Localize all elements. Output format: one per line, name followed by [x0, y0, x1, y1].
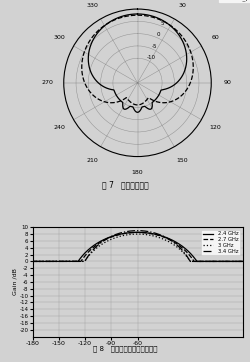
Line: 3.4 GHz: 3.4 GHz: [32, 231, 242, 261]
E_plane: [136, 12, 139, 16]
3 GHz: [136, 232, 139, 236]
H_plane: [184, 89, 187, 94]
E_plane: [182, 70, 186, 74]
H_plane: [136, 13, 139, 17]
E_plane: [100, 27, 102, 31]
3.4 GHz: [235, 259, 238, 264]
E_plane: [166, 86, 169, 90]
E_plane: [119, 98, 122, 103]
2.7 GHz: [133, 230, 136, 235]
Line: 3 GHz: 3 GHz: [32, 234, 242, 261]
Line: H_plane: H_plane: [82, 15, 193, 105]
2.4 GHz: [42, 259, 45, 264]
3.4 GHz: [133, 228, 136, 233]
2.7 GHz: [241, 259, 244, 264]
3.4 GHz: [136, 228, 139, 233]
3 GHz: [196, 259, 200, 264]
3.4 GHz: [42, 259, 45, 264]
H_plane: [118, 99, 121, 104]
3 GHz: [241, 259, 244, 264]
Text: 图 8   天线在一个频点的方向图: 图 8 天线在一个频点的方向图: [93, 345, 157, 352]
H_plane: [99, 26, 102, 31]
2.7 GHz: [42, 259, 45, 264]
3 GHz: [128, 232, 131, 237]
Line: 2.7 GHz: 2.7 GHz: [32, 232, 242, 261]
3.4 GHz: [128, 229, 131, 233]
E_plane: [121, 100, 124, 104]
Legend: E_plane, H_plane: E_plane, H_plane: [218, 0, 250, 3]
2.4 GHz: [235, 259, 238, 264]
2.4 GHz: [235, 259, 238, 264]
3.4 GHz: [196, 259, 200, 264]
3 GHz: [235, 259, 238, 264]
E_plane: [152, 99, 155, 103]
2.7 GHz: [235, 259, 238, 264]
Line: 2.4 GHz: 2.4 GHz: [32, 232, 242, 261]
2.4 GHz: [241, 259, 244, 264]
3 GHz: [83, 259, 86, 264]
Line: E_plane: E_plane: [88, 14, 187, 112]
E_plane: [136, 12, 139, 16]
2.7 GHz: [128, 231, 131, 235]
3 GHz: [133, 232, 136, 236]
2.7 GHz: [79, 259, 82, 264]
3.4 GHz: [235, 259, 238, 264]
2.4 GHz: [76, 259, 80, 264]
Legend: 2.4 GHz, 2.7 GHz, 3 GHz, 3.4 GHz: 2.4 GHz, 2.7 GHz, 3 GHz, 3.4 GHz: [201, 230, 240, 256]
2.4 GHz: [128, 231, 131, 235]
2.4 GHz: [133, 230, 136, 235]
H_plane: [192, 68, 195, 72]
2.7 GHz: [196, 259, 200, 264]
2.4 GHz: [136, 230, 139, 235]
3 GHz: [31, 259, 34, 264]
2.7 GHz: [31, 259, 34, 264]
3 GHz: [235, 259, 238, 264]
Text: 图 7   天线的方向图: 图 7 天线的方向图: [102, 180, 148, 189]
H_plane: [136, 13, 139, 17]
E_plane: [136, 12, 139, 16]
2.7 GHz: [235, 259, 238, 264]
3.4 GHz: [31, 259, 34, 264]
3 GHz: [42, 259, 45, 264]
H_plane: [147, 96, 150, 100]
2.4 GHz: [196, 259, 200, 264]
3.4 GHz: [241, 259, 244, 264]
Y-axis label: Gain /dB: Gain /dB: [13, 269, 18, 295]
2.4 GHz: [31, 259, 34, 264]
H_plane: [136, 13, 139, 17]
2.7 GHz: [136, 230, 139, 235]
H_plane: [124, 96, 127, 100]
3.4 GHz: [83, 259, 86, 264]
